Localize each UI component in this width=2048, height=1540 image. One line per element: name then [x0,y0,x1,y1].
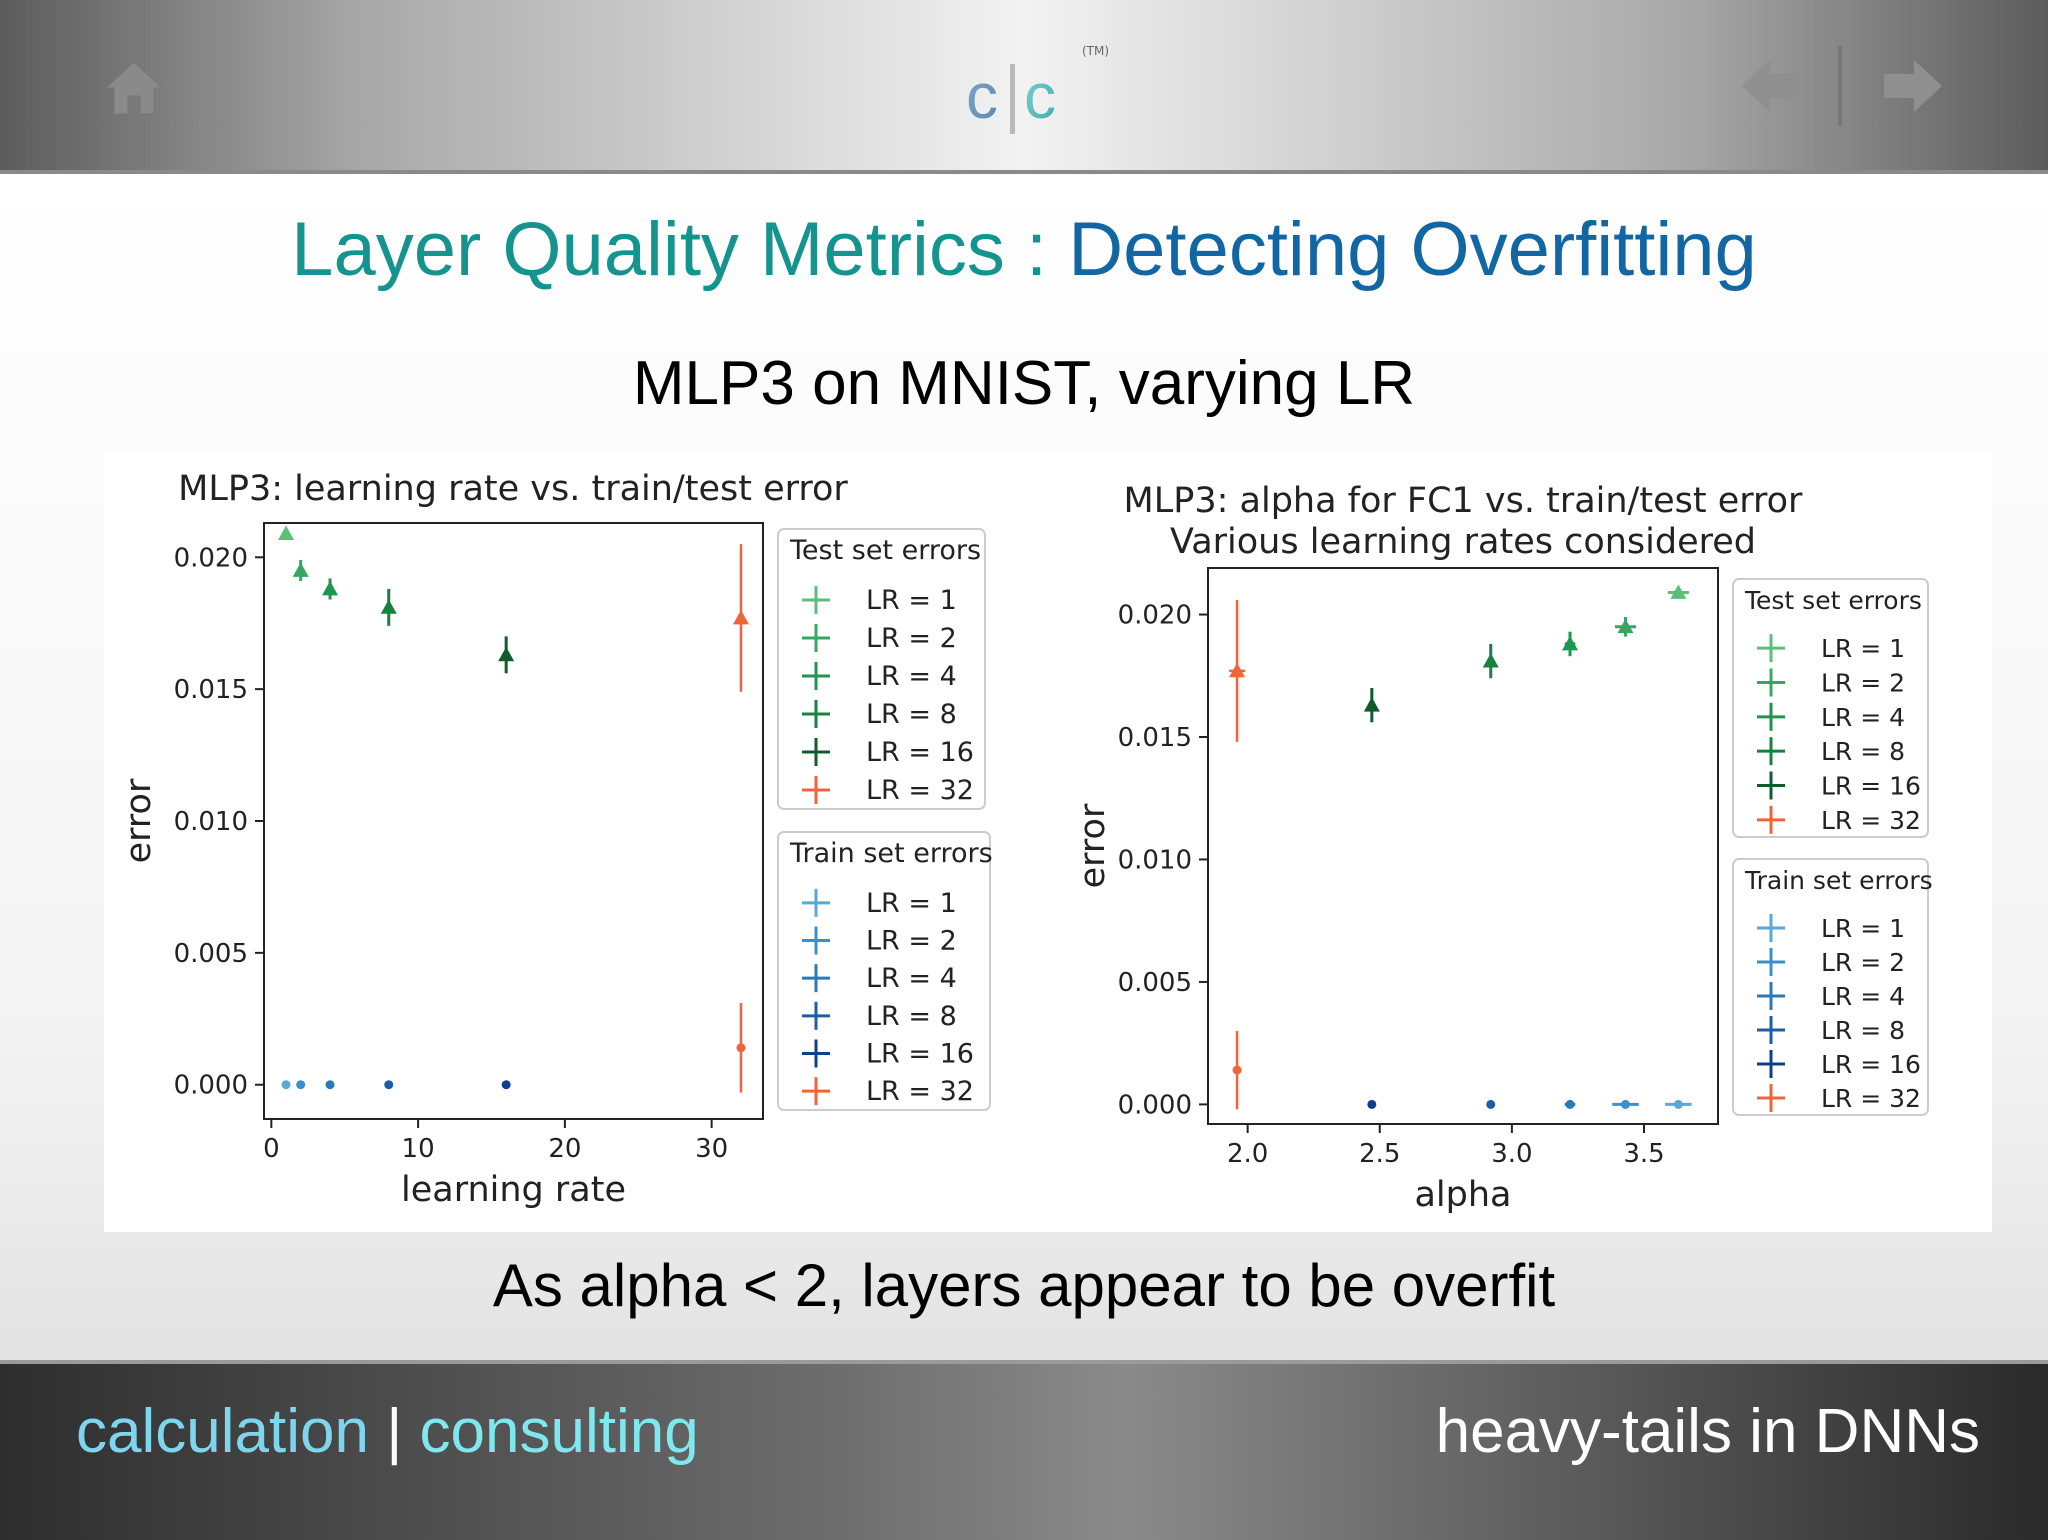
slide-caption: As alpha < 2, layers appear to be overfi… [492,1252,1556,1319]
arrow-left-icon [1742,60,1800,112]
home-button[interactable] [104,60,164,116]
footer-topic: heavy-tails in DNNs [1435,1397,1980,1466]
home-icon [104,61,164,115]
slide-title-part2: Detecting Overfitting [1068,207,1757,292]
next-slide-button[interactable] [1880,58,1944,114]
logo-divider [1010,64,1015,134]
footer-bar [0,1360,2048,1540]
slide-title-part1: Layer Quality Metrics : [291,207,1069,292]
slide-title: Layer Quality Metrics : Detecting Overfi… [0,205,2048,295]
top-bar [0,0,2048,174]
arrow-right-icon [1884,60,1942,112]
footer-calculation: calculation [76,1397,369,1466]
logo: c c [966,60,1056,134]
logo-right-letter: c [1024,60,1056,132]
trademark: (TM) [1082,44,1110,58]
nav-separator [1838,46,1842,126]
footer-consulting: consulting [419,1397,699,1466]
previous-slide-button[interactable] [1740,58,1804,114]
footer-separator: | [368,1397,420,1466]
figure-panel [104,452,1992,1232]
slide-subtitle: MLP3 on MNIST, varying LR [632,349,1416,418]
logo-left-letter: c [966,60,998,132]
footer-brand: calculation | consulting [76,1394,699,1470]
